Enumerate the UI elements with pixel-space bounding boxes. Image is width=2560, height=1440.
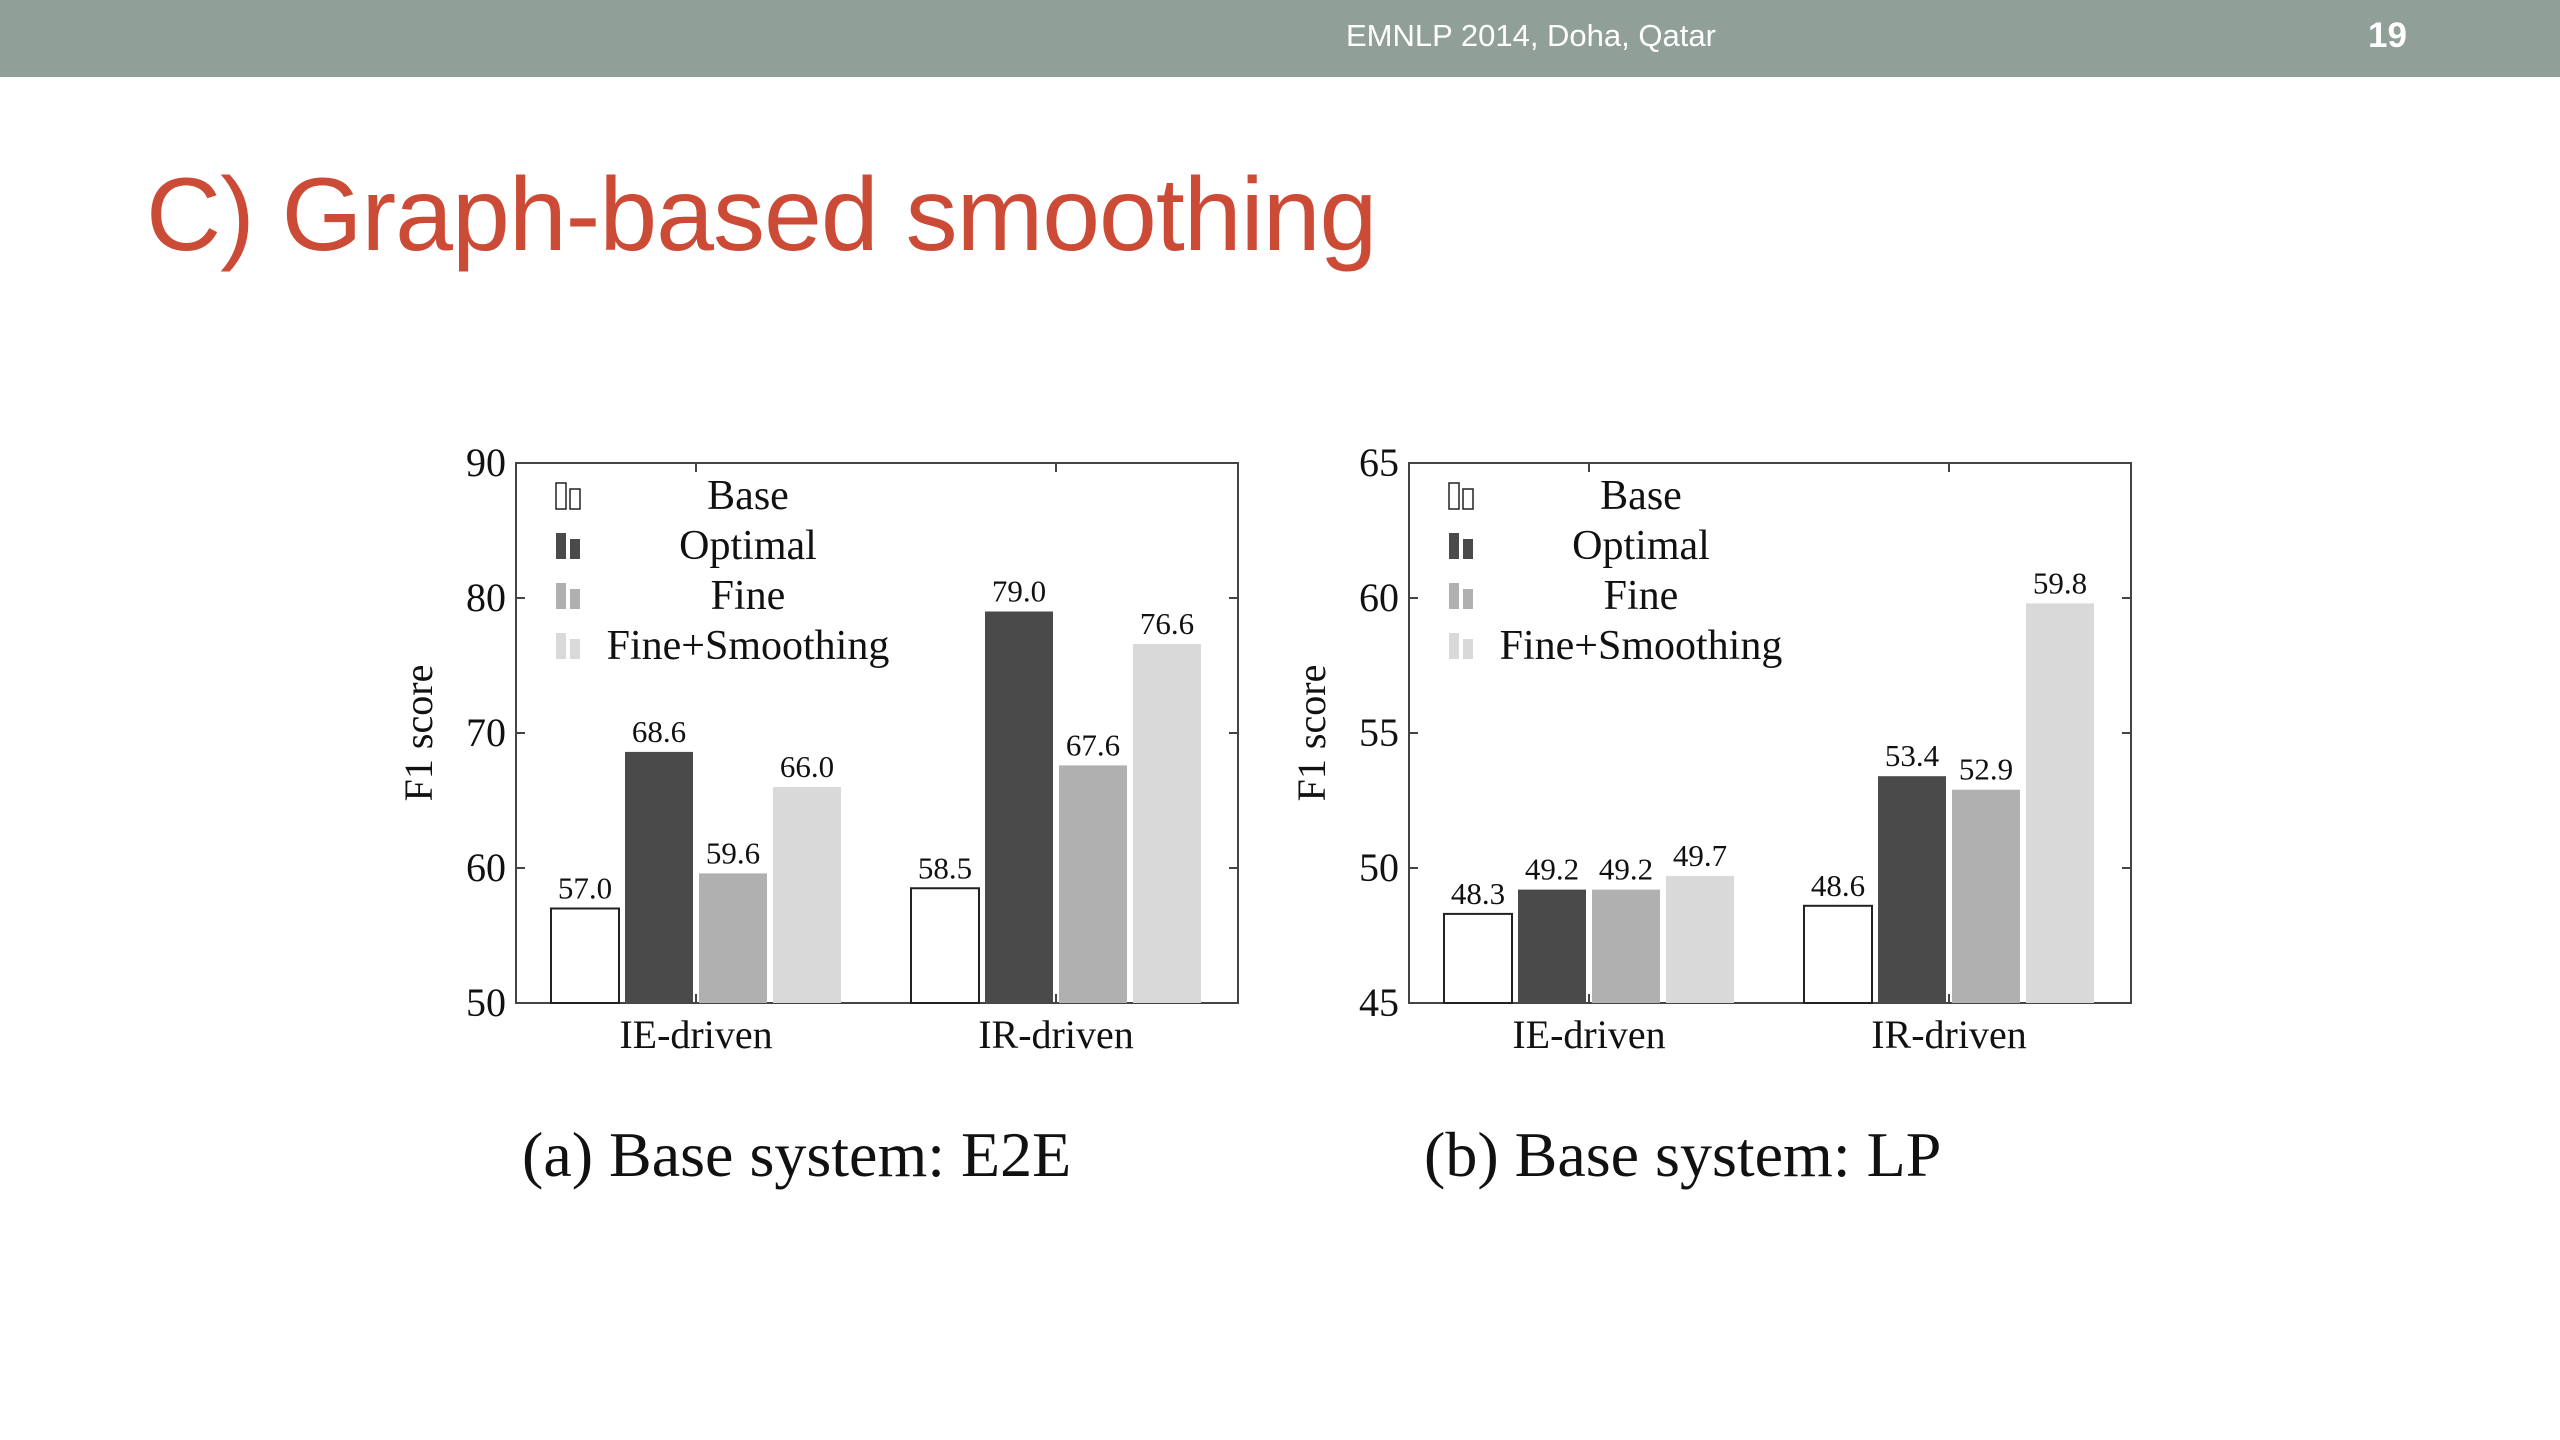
y-tick-label: 55	[1359, 710, 1399, 755]
y-axis-label: F1 score	[1289, 665, 1334, 802]
y-tick-label: 60	[466, 845, 506, 890]
data-label: 53.4	[1885, 738, 1940, 773]
data-label: 49.2	[1599, 852, 1653, 887]
header-bar: EMNLP 2014, Doha, Qatar 19	[0, 0, 2560, 77]
bar-optimal-ir-driven	[1878, 776, 1946, 1003]
caption-e2e: (a) Base system: E2E	[522, 1119, 1072, 1190]
legend-swatch	[1448, 482, 1460, 510]
legend-swatch	[1463, 639, 1473, 659]
y-tick-label: 60	[1359, 575, 1399, 620]
legend-swatch	[1463, 589, 1473, 609]
caption-lp: (b) Base system: LP	[1424, 1119, 1942, 1190]
y-tick-label: 70	[466, 710, 506, 755]
data-label: 48.3	[1451, 876, 1505, 911]
data-label: 59.8	[2033, 565, 2087, 600]
bar-optimal-ie-driven	[625, 751, 693, 1003]
bar-fine-ie-driven	[699, 873, 767, 1003]
legend-swatch	[570, 639, 580, 659]
legend-swatch	[1449, 583, 1459, 609]
legend-swatch	[556, 533, 566, 559]
data-label: 59.6	[706, 835, 760, 870]
bar-fine-ir-driven	[1952, 789, 2020, 1003]
data-label: 52.9	[1959, 752, 2013, 787]
conference-label: EMNLP 2014, Doha, Qatar	[1346, 18, 1716, 53]
data-label: 67.6	[1066, 727, 1120, 762]
slide-title: C) Graph-based smoothing	[146, 157, 1377, 273]
x-tick-label: IR-driven	[978, 1012, 1134, 1057]
bar-fine-ie-driven	[1592, 889, 1660, 1003]
data-label: 48.6	[1811, 868, 1865, 903]
legend-label: Optimal	[1572, 523, 1710, 569]
x-tick-label: IE-driven	[1512, 1012, 1665, 1057]
legend-swatch	[1449, 633, 1459, 659]
page-number: 19	[2368, 16, 2407, 55]
legend-label: Base	[1600, 473, 1682, 519]
legend-swatch	[555, 482, 567, 510]
bar-fine-smoothing-ie-driven	[773, 787, 841, 1003]
chart-e2e: 50 60 70 80 90 F1 score IE-driven 57.0 68.6 59.6 6…	[396, 440, 1239, 1057]
legend-label: Fine+Smoothing	[607, 623, 890, 669]
bar-optimal-ie-driven	[1518, 889, 1586, 1003]
legend-swatch	[570, 589, 580, 609]
bar-base-ir-driven	[1803, 904, 1873, 1004]
legend-swatch	[556, 583, 566, 609]
legend-swatch	[1449, 533, 1459, 559]
data-label: 57.0	[558, 871, 612, 906]
bar-optimal-ir-driven	[985, 611, 1053, 1003]
legend-label: Fine	[711, 573, 786, 619]
x-tick-label: IE-driven	[619, 1012, 772, 1057]
bar-fine-ir-driven	[1059, 765, 1127, 1003]
bar-base-ie-driven	[1443, 912, 1513, 1004]
bar-fine-smoothing-ir-driven	[1133, 643, 1201, 1003]
legend-swatch	[1462, 488, 1474, 510]
legend-swatch	[569, 488, 581, 510]
y-axis-label: F1 score	[396, 665, 441, 802]
y-tick-label: 45	[1359, 980, 1399, 1025]
x-tick-label: IR-driven	[1871, 1012, 2027, 1057]
data-label: 49.7	[1673, 838, 1727, 873]
legend-label: Base	[707, 473, 789, 519]
data-label: 68.6	[632, 714, 686, 749]
plot-frame	[515, 462, 1239, 1004]
y-tick-label: 90	[466, 440, 506, 485]
data-label: 66.0	[780, 749, 834, 784]
legend-label: Optimal	[679, 523, 817, 569]
y-tick-label: 65	[1359, 440, 1399, 485]
y-tick-label: 50	[1359, 845, 1399, 890]
plot-frame	[1408, 462, 2132, 1004]
data-label: 76.6	[1140, 606, 1194, 641]
data-label: 79.0	[992, 574, 1046, 609]
legend-swatch	[570, 539, 580, 559]
data-label: 58.5	[918, 850, 972, 885]
y-tick-label: 50	[466, 980, 506, 1025]
legend-label: Fine+Smoothing	[1500, 623, 1783, 669]
legend-swatch	[556, 633, 566, 659]
chart-lp: 45 50 55 60 65 F1 score IE-driven 48.3 49.2 49.2 4…	[1289, 440, 2132, 1057]
legend-label: Fine	[1604, 573, 1679, 619]
bar-fine-smoothing-ie-driven	[1666, 876, 1734, 1003]
y-tick-label: 80	[466, 575, 506, 620]
data-label: 49.2	[1525, 852, 1579, 887]
bar-fine-smoothing-ir-driven	[2026, 603, 2094, 1003]
bar-base-ie-driven	[550, 907, 620, 1004]
legend-swatch	[1463, 539, 1473, 559]
bar-base-ir-driven	[910, 887, 980, 1004]
